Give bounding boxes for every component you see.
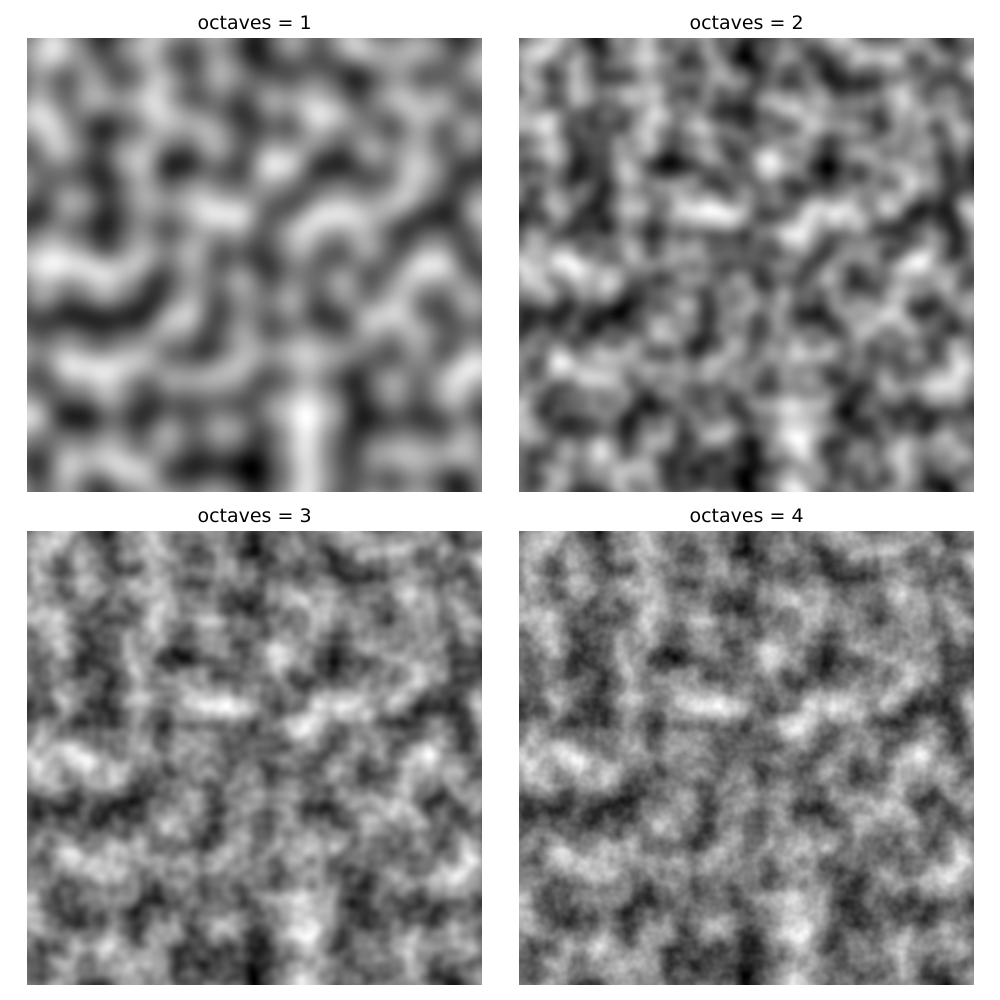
noise-image-octaves-3 (27, 531, 482, 985)
panel-title-octaves-2: octaves = 2 (689, 12, 804, 34)
noise-image-octaves-4 (519, 531, 974, 985)
panel-title-octaves-4: octaves = 4 (689, 505, 804, 527)
panel-title-octaves-3: octaves = 3 (197, 505, 312, 527)
panel-title-octaves-1: octaves = 1 (197, 12, 312, 34)
noise-image-octaves-1 (27, 38, 482, 492)
noise-image-octaves-2 (519, 38, 974, 492)
